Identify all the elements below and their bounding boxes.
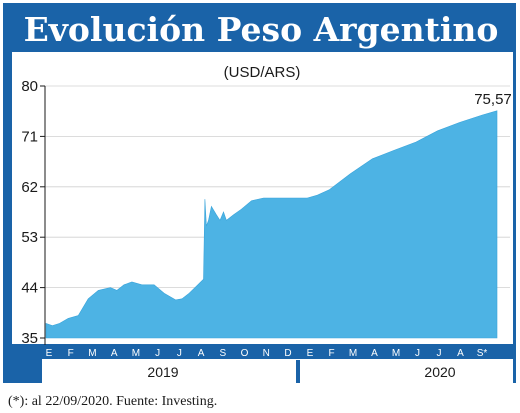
- source-note: (*): al 22/09/2020. Fuente: Investing.: [8, 394, 217, 409]
- y-tick-label: 44: [21, 280, 38, 297]
- month-label-2019: M: [132, 348, 140, 359]
- month-label-2019: F: [68, 348, 74, 359]
- month-label-layer: E F M A M J J A S O N D E F M A M J J A S*: [46, 348, 488, 359]
- month-label-2020: F: [328, 348, 334, 359]
- month-label-2020: M: [392, 348, 400, 359]
- month-label-2019: M: [88, 348, 96, 359]
- month-label-2019: J: [177, 348, 182, 359]
- month-label-2020: A: [371, 348, 378, 359]
- year-label-2019: 2019: [147, 364, 178, 380]
- month-label-2019: E: [46, 348, 53, 359]
- chart-subtitle: (USD/ARS): [224, 64, 301, 81]
- month-label-2020: J: [415, 348, 420, 359]
- month-label-2019: N: [263, 348, 270, 359]
- month-label-2019: J: [155, 348, 160, 359]
- y-tick-label: 80: [21, 78, 38, 95]
- month-label-2020: A: [457, 348, 464, 359]
- month-label-2019: D: [284, 348, 291, 359]
- series-area: [45, 110, 498, 339]
- month-label-2019: A: [111, 348, 118, 359]
- y-tick-layer: 35 44 53 62 71 80: [21, 78, 45, 347]
- month-band: [42, 345, 513, 359]
- month-label-2020: E: [307, 348, 314, 359]
- month-label-2019: S: [219, 348, 226, 359]
- y-tick-label: 62: [21, 179, 38, 196]
- month-label-2019: A: [198, 348, 205, 359]
- year-label-2020: 2020: [424, 364, 455, 380]
- month-label-2020: M: [349, 348, 357, 359]
- chart-title: Evolución Peso Argentino: [24, 10, 499, 49]
- year-strip: [42, 359, 513, 383]
- last-value-label: 75,57: [474, 91, 512, 108]
- y-tick-label: 35: [21, 330, 38, 347]
- month-label-2020: J: [437, 348, 442, 359]
- y-tick-label: 53: [21, 229, 38, 246]
- y-tick-label: 71: [21, 128, 38, 145]
- month-label-2020: S*: [477, 348, 488, 359]
- month-label-2019: O: [241, 348, 249, 359]
